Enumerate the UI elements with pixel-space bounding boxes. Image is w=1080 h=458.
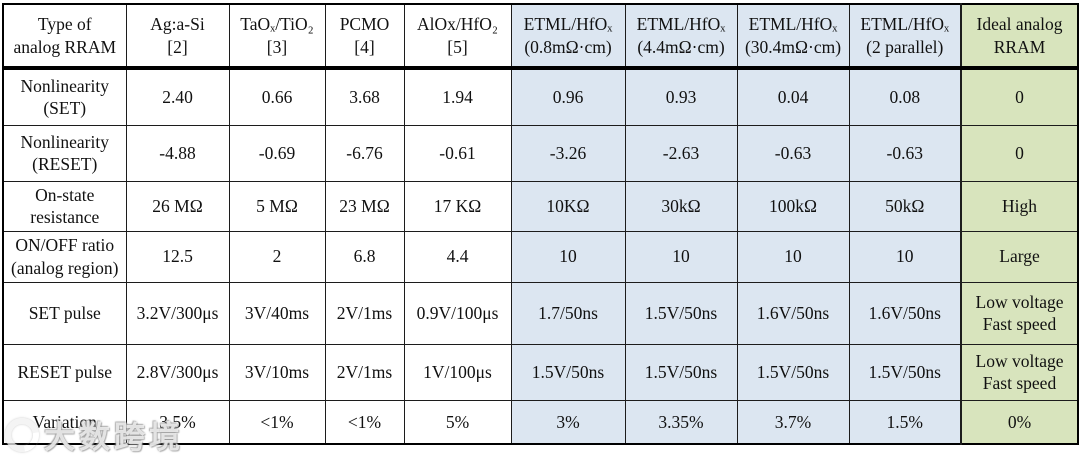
cell-r1-c7: -0.63 [736,124,850,182]
cell-r5-c5: 1.5V/50ns [510,343,626,401]
cell-r6-c2: <1% [228,399,326,445]
cell-r2-c5: 10KΩ [510,180,626,232]
cell-r5-c6: 1.5V/50ns [624,343,738,401]
column-header-8: ETML/HfOₓ (2 parallel) [848,3,962,70]
table-row-5: RESET pulse 2.8V/300μs 3V/10ms 2V/1ms 1V/100… [2,343,1079,401]
table-row-2: On-state resistance 26 MΩ 5 MΩ 23 MΩ 17 KΩ 10… [2,180,1079,232]
cell-r3-c4: 4.4 [403,230,512,283]
cell-r1-c8: -0.63 [848,124,962,182]
table-header: Type of analog RRAM Ag:a-Si [2] TaOₓ/TiO₂ … [2,3,1079,70]
cell-r4-c7: 1.6V/50ns [736,281,850,345]
cell-r5-c3: 2V/1ms [324,343,405,401]
cell-r1-c9: 0 [960,124,1079,182]
row-label-4: SET pulse [2,281,127,345]
cell-r6-c9: 0% [960,399,1079,445]
cell-r5-c4: 1V/100μs [403,343,512,401]
column-header-9: Ideal analog RRAM [960,3,1079,70]
cell-r0-c4: 1.94 [403,67,512,126]
cell-r2-c2: 5 MΩ [228,180,326,232]
column-header-2: TaOₓ/TiO₂ [3] [228,3,326,70]
cell-r3-c1: 12.5 [125,230,230,283]
cell-r6-c4: 5% [403,399,512,445]
cell-r4-c8: 1.6V/50ns [848,281,962,345]
cell-r3-c9: Large [960,230,1079,283]
table-body: Nonlinearity (SET) 2.40 0.66 3.68 1.94 0.96 0.… [2,67,1079,445]
column-header-3: PCMO [4] [324,3,405,70]
table-row-4: SET pulse 3.2V/300μs 3V/40ms 2V/1ms 0.9V/100… [2,281,1079,345]
row-label-0: Nonlinearity (SET) [2,67,127,126]
cell-r0-c5: 0.96 [510,67,626,126]
cell-r5-c8: 1.5V/50ns [848,343,962,401]
cell-r2-c7: 100kΩ [736,180,850,232]
cell-r5-c2: 3V/10ms [228,343,326,401]
cell-r5-c1: 2.8V/300μs [125,343,230,401]
cell-r1-c1: -4.88 [125,124,230,182]
cell-r4-c5: 1.7/50ns [510,281,626,345]
cell-r2-c4: 17 KΩ [403,180,512,232]
cell-r6-c6: 3.35% [624,399,738,445]
header-row: Type of analog RRAM Ag:a-Si [2] TaOₓ/TiO₂ … [2,3,1079,70]
cell-r2-c6: 30kΩ [624,180,738,232]
table-row-3: ON/OFF ratio (analog region) 12.5 2 6.8 4.4 1… [2,230,1079,283]
cell-r5-c7: 1.5V/50ns [736,343,850,401]
cell-r4-c6: 1.5V/50ns [624,281,738,345]
row-label-6: Variation [2,399,127,445]
cell-r6-c8: 1.5% [848,399,962,445]
cell-r3-c2: 2 [228,230,326,283]
table-row-6: Variation 3.5% <1% <1% 5% 3% 3.35% 3.7% 1.5% 0% [2,399,1079,445]
cell-r1-c4: -0.61 [403,124,512,182]
cell-r6-c3: <1% [324,399,405,445]
cell-r4-c9: Low voltage Fast speed [960,281,1079,345]
rram-comparison-table: Type of analog RRAM Ag:a-Si [2] TaOₓ/TiO₂ … [2,3,1079,445]
cell-r0-c6: 0.93 [624,67,738,126]
cell-r3-c7: 10 [736,230,850,283]
table-row-0: Nonlinearity (SET) 2.40 0.66 3.68 1.94 0.96 0.… [2,67,1079,126]
cell-r3-c3: 6.8 [324,230,405,283]
column-header-6: ETML/HfOₓ (4.4mΩ·cm) [624,3,738,70]
cell-r4-c1: 3.2V/300μs [125,281,230,345]
cell-r0-c3: 3.68 [324,67,405,126]
cell-r2-c8: 50kΩ [848,180,962,232]
cell-r0-c7: 0.04 [736,67,850,126]
cell-r4-c2: 3V/40ms [228,281,326,345]
cell-r3-c5: 10 [510,230,626,283]
cell-r1-c5: -3.26 [510,124,626,182]
column-header-5: ETML/HfOₓ (0.8mΩ·cm) [510,3,626,70]
cell-r0-c2: 0.66 [228,67,326,126]
cell-r6-c1: 3.5% [125,399,230,445]
column-header-4: AlOx/HfO₂ [5] [403,3,512,70]
cell-r2-c9: High [960,180,1079,232]
column-header-1: Ag:a-Si [2] [125,3,230,70]
row-label-1: Nonlinearity (RESET) [2,124,127,182]
row-label-5: RESET pulse [2,343,127,401]
row-label-2: On-state resistance [2,180,127,232]
column-header-7: ETML/HfOₓ (30.4mΩ·cm) [736,3,850,70]
corner-header: Type of analog RRAM [2,3,127,70]
cell-r4-c3: 2V/1ms [324,281,405,345]
cell-r1-c2: -0.69 [228,124,326,182]
cell-r2-c1: 26 MΩ [125,180,230,232]
table-row-1: Nonlinearity (RESET) -4.88 -0.69 -6.76 -0.61… [2,124,1079,182]
cell-r5-c9: Low voltage Fast speed [960,343,1079,401]
cell-r3-c6: 10 [624,230,738,283]
cell-r6-c7: 3.7% [736,399,850,445]
cell-r0-c9: 0 [960,67,1079,126]
cell-r0-c8: 0.08 [848,67,962,126]
cell-r3-c8: 10 [848,230,962,283]
row-label-3: ON/OFF ratio (analog region) [2,230,127,283]
cell-r4-c4: 0.9V/100μs [403,281,512,345]
cell-r1-c6: -2.63 [624,124,738,182]
cell-r0-c1: 2.40 [125,67,230,126]
cell-r6-c5: 3% [510,399,626,445]
cell-r2-c3: 23 MΩ [324,180,405,232]
cell-r1-c3: -6.76 [324,124,405,182]
